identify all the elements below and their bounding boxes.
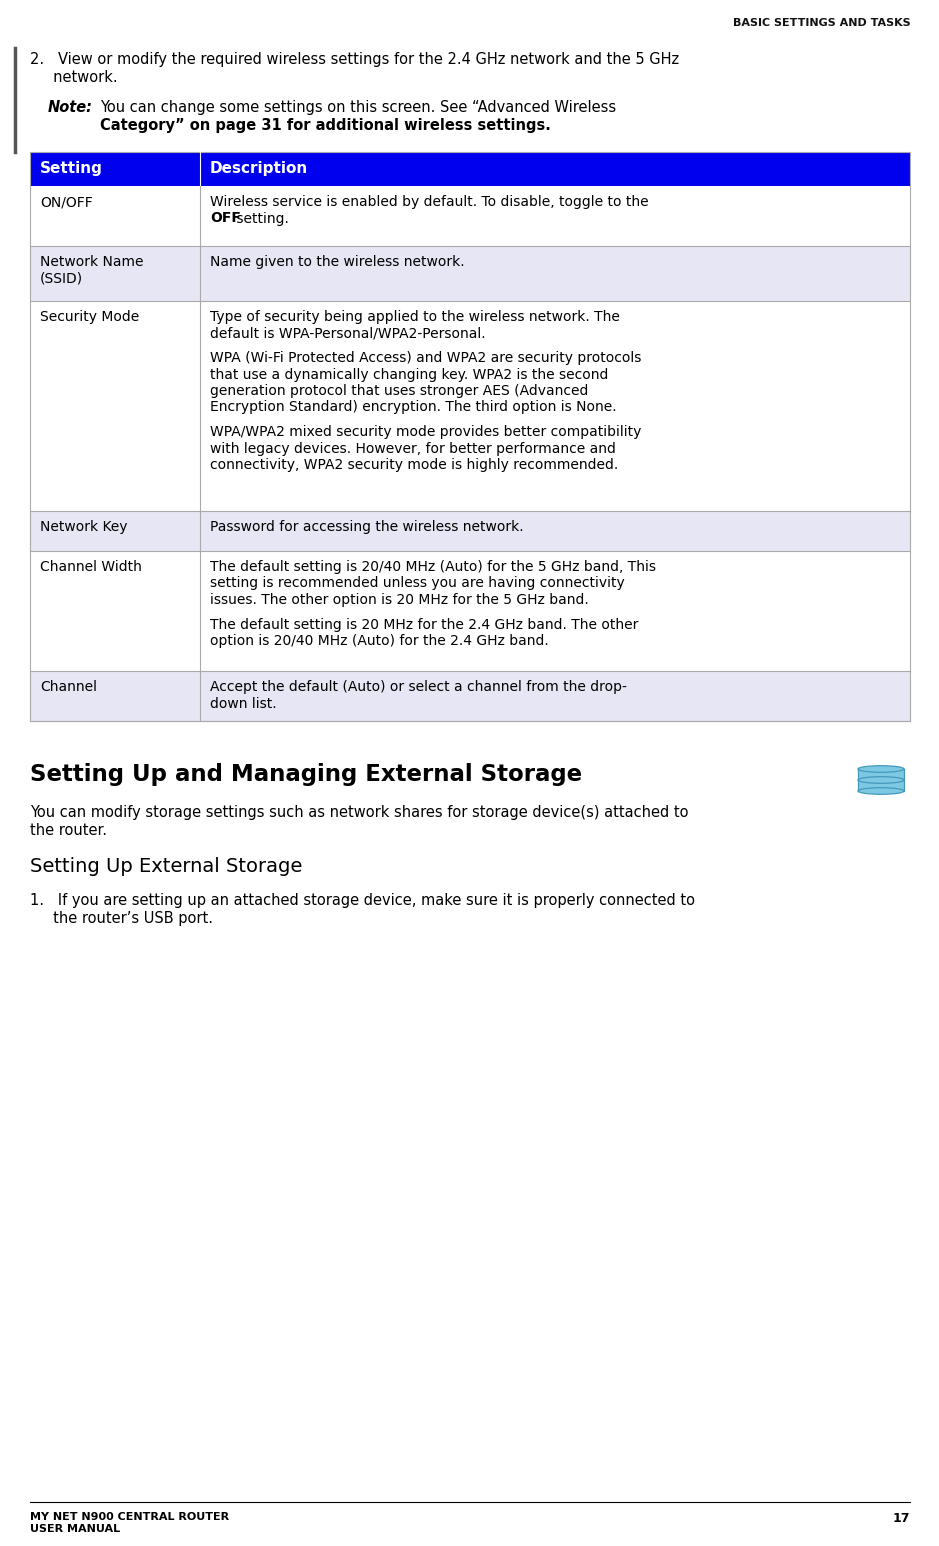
Bar bbox=[858, 768, 904, 781]
Text: Description: Description bbox=[210, 161, 308, 176]
Bar bbox=[30, 671, 910, 720]
Text: issues. The other option is 20 MHz for the 5 GHz band.: issues. The other option is 20 MHz for t… bbox=[210, 594, 589, 608]
Text: Accept the default (Auto) or select a channel from the drop-: Accept the default (Auto) or select a ch… bbox=[210, 680, 627, 694]
Text: Channel: Channel bbox=[40, 680, 97, 694]
Text: Password for accessing the wireless network.: Password for accessing the wireless netw… bbox=[210, 519, 524, 533]
Text: The default setting is 20/40 MHz (Auto) for the 5 GHz band, This: The default setting is 20/40 MHz (Auto) … bbox=[210, 560, 656, 574]
Ellipse shape bbox=[858, 765, 904, 773]
Text: BASIC SETTINGS AND TASKS: BASIC SETTINGS AND TASKS bbox=[733, 19, 911, 28]
Text: Network Name: Network Name bbox=[40, 255, 144, 269]
Text: WPA (Wi-Fi Protected Access) and WPA2 are security protocols: WPA (Wi-Fi Protected Access) and WPA2 ar… bbox=[210, 351, 641, 365]
Bar bbox=[30, 152, 910, 720]
Bar bbox=[30, 152, 910, 186]
Text: with legacy devices. However, for better performance and: with legacy devices. However, for better… bbox=[210, 442, 616, 456]
Text: Wireless service is enabled by default. To disable, toggle to the: Wireless service is enabled by default. … bbox=[210, 195, 649, 209]
Text: generation protocol that uses stronger AES (Advanced: generation protocol that uses stronger A… bbox=[210, 383, 589, 397]
Text: the router’s USB port.: the router’s USB port. bbox=[30, 911, 213, 926]
Text: Channel Width: Channel Width bbox=[40, 560, 142, 574]
Text: USER MANUAL: USER MANUAL bbox=[30, 1524, 120, 1534]
Text: (SSID): (SSID) bbox=[40, 272, 84, 286]
Text: network.: network. bbox=[30, 70, 117, 85]
Text: Security Mode: Security Mode bbox=[40, 311, 139, 325]
Text: Note:: Note: bbox=[48, 100, 93, 114]
Text: Setting: Setting bbox=[40, 161, 103, 176]
Text: The default setting is 20 MHz for the 2.4 GHz band. The other: The default setting is 20 MHz for the 2.… bbox=[210, 617, 639, 631]
Bar bbox=[30, 301, 910, 512]
Text: ON/OFF: ON/OFF bbox=[40, 195, 93, 209]
Text: MY NET N900 CENTRAL ROUTER: MY NET N900 CENTRAL ROUTER bbox=[30, 1512, 229, 1521]
Text: that use a dynamically changing key. WPA2 is the second: that use a dynamically changing key. WPA… bbox=[210, 368, 608, 382]
Text: Setting Up and Managing External Storage: Setting Up and Managing External Storage bbox=[30, 764, 582, 785]
Text: Setting Up External Storage: Setting Up External Storage bbox=[30, 856, 302, 877]
Text: You can change some settings on this screen. See “Advanced Wireless: You can change some settings on this scr… bbox=[100, 100, 616, 114]
Text: Encryption Standard) encryption. The third option is None.: Encryption Standard) encryption. The thi… bbox=[210, 400, 617, 414]
Text: WPA/WPA2 mixed security mode provides better compatibility: WPA/WPA2 mixed security mode provides be… bbox=[210, 425, 641, 439]
Text: 1.   If you are setting up an attached storage device, make sure it is properly : 1. If you are setting up an attached sto… bbox=[30, 894, 695, 908]
Ellipse shape bbox=[858, 776, 904, 784]
Text: 2.   View or modify the required wireless settings for the 2.4 GHz network and t: 2. View or modify the required wireless … bbox=[30, 53, 679, 66]
Text: OFF: OFF bbox=[210, 212, 241, 226]
Text: Name given to the wireless network.: Name given to the wireless network. bbox=[210, 255, 465, 269]
Text: setting.: setting. bbox=[232, 212, 288, 226]
Text: down list.: down list. bbox=[210, 697, 277, 711]
Bar bbox=[30, 186, 910, 246]
Text: connectivity, WPA2 security mode is highly recommended.: connectivity, WPA2 security mode is high… bbox=[210, 458, 618, 472]
Text: setting is recommended unless you are having connectivity: setting is recommended unless you are ha… bbox=[210, 577, 624, 591]
Text: Type of security being applied to the wireless network. The: Type of security being applied to the wi… bbox=[210, 311, 620, 325]
Bar bbox=[858, 781, 904, 792]
Bar bbox=[30, 512, 910, 550]
Text: the router.: the router. bbox=[30, 822, 107, 838]
Text: 17: 17 bbox=[892, 1512, 910, 1524]
Bar bbox=[30, 550, 910, 671]
Ellipse shape bbox=[858, 788, 904, 795]
Text: Category” on page 31 for additional wireless settings.: Category” on page 31 for additional wire… bbox=[100, 117, 551, 133]
Text: default is WPA-Personal/WPA2-Personal.: default is WPA-Personal/WPA2-Personal. bbox=[210, 326, 485, 340]
Text: Network Key: Network Key bbox=[40, 519, 128, 533]
Text: option is 20/40 MHz (Auto) for the 2.4 GHz band.: option is 20/40 MHz (Auto) for the 2.4 G… bbox=[210, 634, 548, 648]
Bar bbox=[30, 246, 910, 301]
Text: You can modify storage settings such as network shares for storage device(s) att: You can modify storage settings such as … bbox=[30, 805, 688, 819]
